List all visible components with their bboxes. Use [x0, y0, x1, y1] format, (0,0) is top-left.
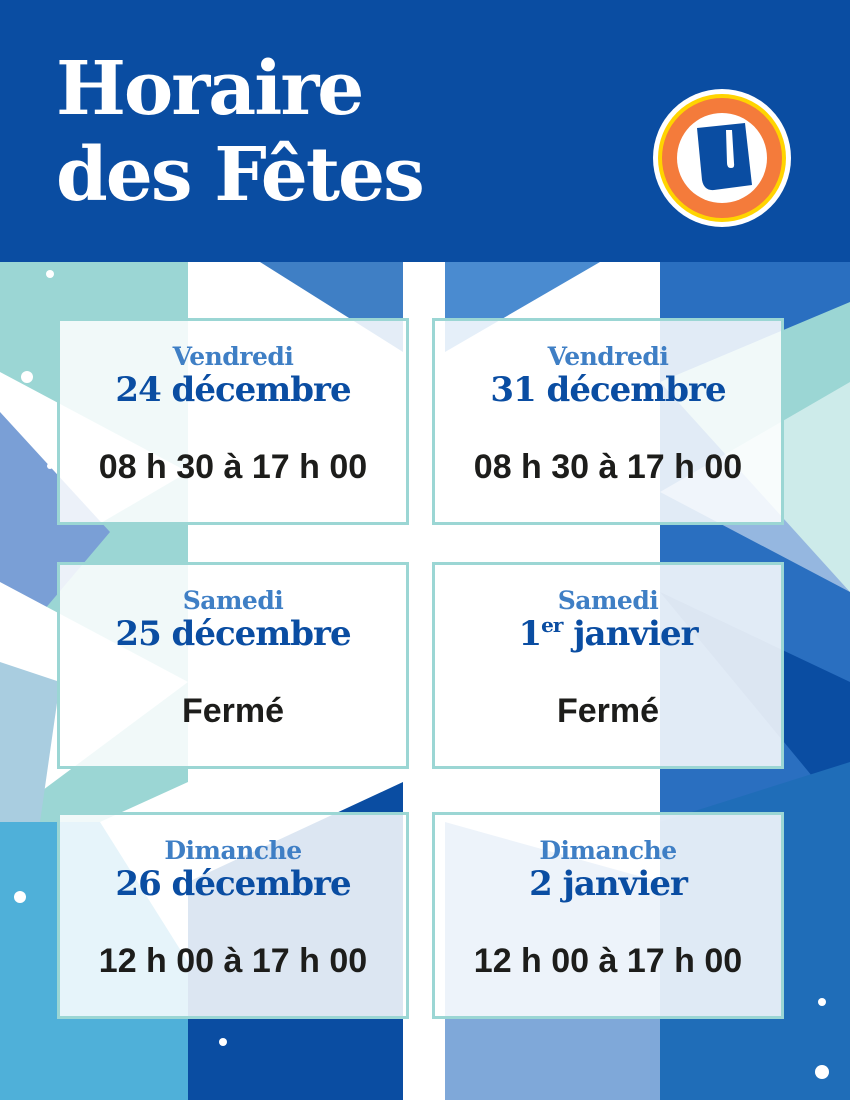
hours-label: 08 h 30 à 17 h 00 [98, 448, 368, 486]
schedule-card: Vendredi 24 décembre 08 h 30 à 17 h 00 [57, 318, 409, 525]
title-line-1: Horaire [56, 46, 364, 132]
schedule-card: Dimanche 2 janvier 12 h 00 à 17 h 00 [432, 812, 784, 1019]
day-label: Vendredi [172, 342, 294, 371]
u-logo-icon [653, 89, 791, 227]
schedule-card: Samedi 1er janvier Fermé [432, 562, 784, 769]
date-number: 1 [518, 614, 542, 654]
day-label: Samedi [182, 586, 284, 615]
hours-label: Fermé [181, 692, 285, 730]
date-label: 1er janvier [435, 615, 781, 653]
hours-label: 12 h 00 à 17 h 00 [473, 942, 743, 980]
title-line-2: des Fêtes [56, 132, 425, 218]
date-label: 2 janvier [529, 864, 688, 904]
date-month: janvier [562, 614, 698, 654]
date-ordinal: er [541, 613, 563, 637]
header: Horaire des Fêtes [0, 0, 850, 262]
day-label: Samedi [557, 586, 659, 615]
day-label: Vendredi [547, 342, 669, 371]
schedule-card: Vendredi 31 décembre 08 h 30 à 17 h 00 [432, 318, 784, 525]
page-title: Horaire des Fêtes [56, 46, 425, 218]
day-label: Dimanche [164, 836, 302, 865]
hours-label: 08 h 30 à 17 h 00 [473, 448, 743, 486]
schedule-card: Dimanche 26 décembre 12 h 00 à 17 h 00 [57, 812, 409, 1019]
schedule-card: Samedi 25 décembre Fermé [57, 562, 409, 769]
date-label: 26 décembre [115, 864, 351, 904]
hours-label: 12 h 00 à 17 h 00 [98, 942, 368, 980]
day-label: Dimanche [539, 836, 677, 865]
date-label: 24 décembre [115, 370, 351, 410]
hours-label: Fermé [556, 692, 660, 730]
date-label: 25 décembre [115, 614, 351, 654]
date-label: 31 décembre [490, 370, 726, 410]
